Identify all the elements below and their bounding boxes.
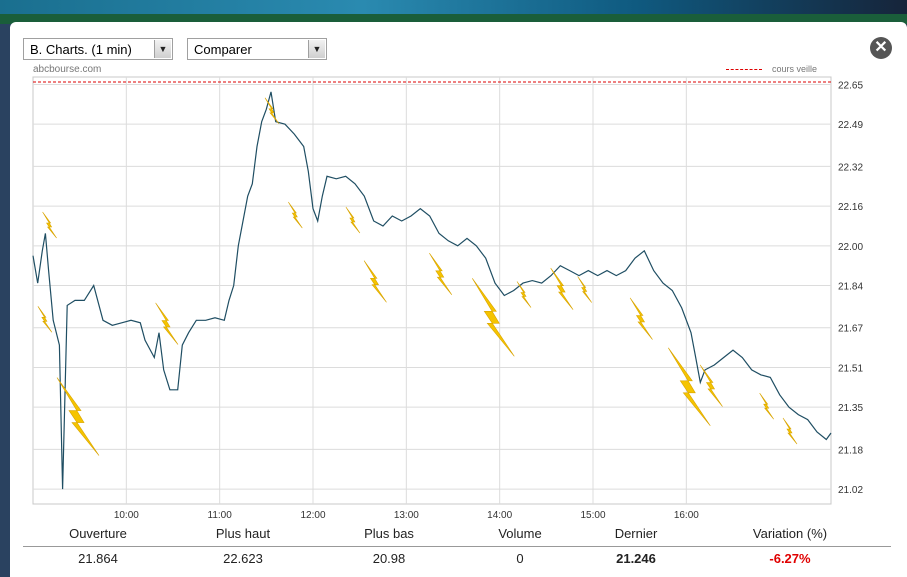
lightning-marker xyxy=(288,201,303,229)
y-tick-label: 22.16 xyxy=(838,202,863,213)
legend-swatch xyxy=(726,69,762,71)
plot-area xyxy=(32,76,832,505)
stat-label-plus-bas: Plus bas xyxy=(364,526,414,541)
background-banner-lower xyxy=(0,14,907,24)
x-tick-label: 14:00 xyxy=(487,510,512,521)
y-tick-label: 21.67 xyxy=(838,324,863,335)
stat-value-variation: -6.27% xyxy=(769,551,811,566)
y-tick-label: 21.35 xyxy=(838,403,863,414)
x-tick-label: 12:00 xyxy=(300,510,325,521)
lightning-marker xyxy=(37,306,53,333)
chart-legend: cours veille xyxy=(726,64,817,74)
stat-value-dernier: 21.246 xyxy=(616,551,656,566)
lightning-marker xyxy=(516,281,532,308)
stat-label-ouverture: Ouverture xyxy=(69,526,127,541)
lightning-marker xyxy=(782,417,798,445)
lightning-marker xyxy=(363,260,387,303)
x-tick-label: 13:00 xyxy=(394,510,419,521)
lightning-marker xyxy=(668,347,711,426)
x-tick-label: 16:00 xyxy=(674,510,699,521)
price-chart: 22.65 22.49 22.32 22.16 22.00 21.84 21.67 21.51… xyxy=(32,76,863,521)
y-tick-label: 21.84 xyxy=(838,282,863,293)
stat-value-ouverture: 21.864 xyxy=(78,551,118,566)
lightning-marker xyxy=(155,302,179,345)
y-tick-label: 21.02 xyxy=(838,485,863,496)
lightning-marker xyxy=(759,393,774,420)
lightning-marker xyxy=(42,211,57,239)
x-tick-label: 11:00 xyxy=(208,510,233,521)
compare-value: Comparer xyxy=(194,42,252,57)
lightning-marker xyxy=(472,278,515,357)
legend-label: cours veille xyxy=(772,64,818,74)
lightning-marker xyxy=(577,276,592,303)
y-tick-label: 22.00 xyxy=(838,242,863,253)
background-page-edge xyxy=(0,24,12,577)
lightning-marker xyxy=(345,206,361,234)
lightning-marker xyxy=(264,97,280,124)
lightning-marker xyxy=(550,267,574,310)
chart-type-select[interactable]: B. Charts. (1 min) ▼ xyxy=(23,38,173,60)
chevron-down-icon[interactable]: ▼ xyxy=(154,40,171,58)
stats-divider xyxy=(23,546,891,547)
stat-value-volume: 0 xyxy=(516,551,524,566)
stat-label-plus-haut: Plus haut xyxy=(215,526,271,541)
y-tick-label: 22.49 xyxy=(838,120,863,131)
stat-label-volume: Volume xyxy=(498,526,542,541)
x-tick-label: 10:00 xyxy=(114,510,139,521)
y-tick-label: 21.51 xyxy=(838,363,863,374)
y-tick-label: 21.18 xyxy=(838,445,863,456)
y-tick-label: 22.32 xyxy=(838,162,863,173)
chart-watermark: abcbourse.com xyxy=(33,64,102,75)
lightning-marker xyxy=(56,377,100,456)
stat-value-plus-bas: 20.98 xyxy=(372,551,406,566)
x-tick-label: 15:00 xyxy=(580,510,605,521)
stat-label-variation: Variation (%) xyxy=(752,526,828,541)
y-tick-label: 22.65 xyxy=(838,80,863,91)
chart-dialog: B. Charts. (1 min) ▼ Comparer ▼ ✕ abcbou… xyxy=(10,22,907,577)
compare-select[interactable]: Comparer ▼ xyxy=(187,38,327,60)
lightning-marker xyxy=(629,297,653,340)
lightning-marker xyxy=(699,364,723,407)
stat-label-dernier: Dernier xyxy=(614,526,658,541)
chevron-down-icon[interactable]: ▼ xyxy=(308,40,325,58)
background-banner xyxy=(0,0,907,14)
stat-value-plus-haut: 22.623 xyxy=(223,551,263,566)
close-icon[interactable]: ✕ xyxy=(870,37,892,59)
chart-type-value: B. Charts. (1 min) xyxy=(30,42,132,57)
price-line xyxy=(32,91,832,490)
lightning-marker xyxy=(429,253,453,295)
